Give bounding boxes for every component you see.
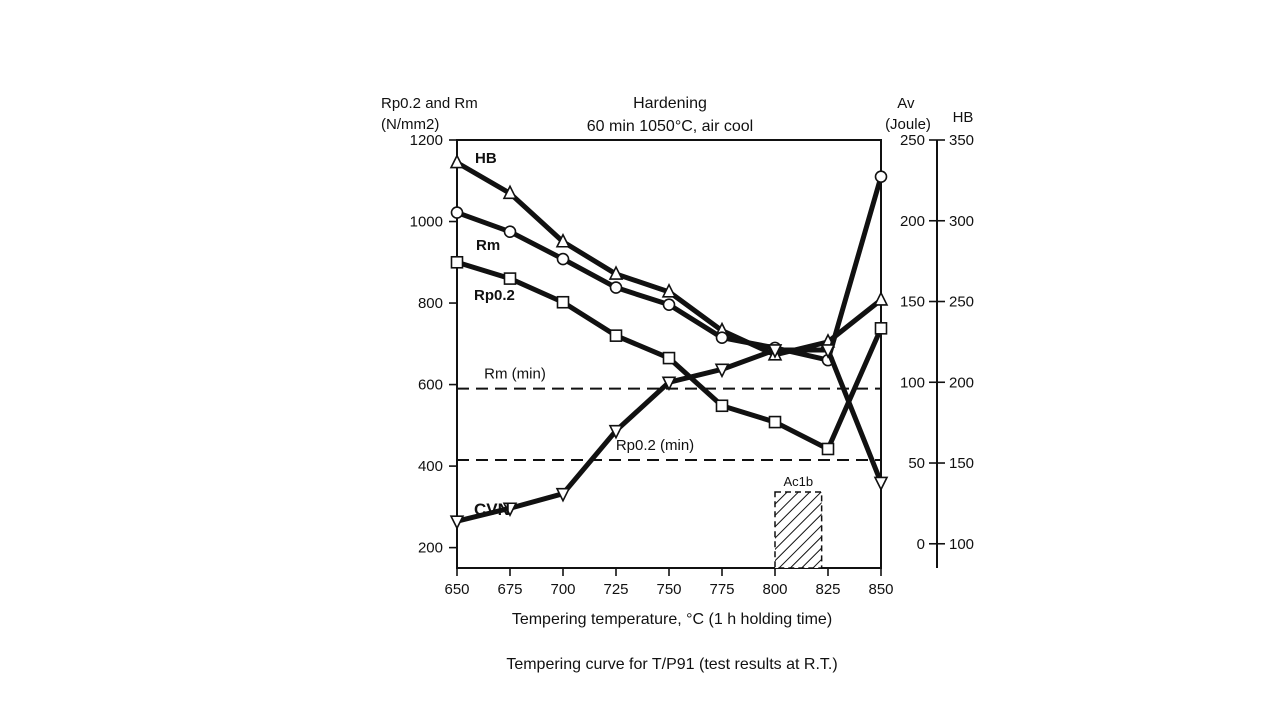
series-rp0-2 [450,255,888,456]
series-label: CVN [474,500,510,519]
data-point-square [768,415,782,429]
hb-tick-label: 150 [949,455,974,472]
figure-caption: Tempering curve for T/P91 (test results … [506,656,837,673]
data-point-triangle-up [555,232,571,248]
av-axis-label: Av (Joule) [885,95,931,133]
hb-axis-label: HB [953,109,974,126]
hb-tick-label: 300 [949,213,974,230]
left-tick-label: 200 [418,540,443,557]
data-point-triangle-up [873,291,889,306]
reference-line-label: Rp0.2 (min) [616,437,694,454]
data-point-triangle-up [608,265,624,280]
hb-tick-label: 200 [949,374,974,391]
data-point-triangle-down [449,515,465,530]
data-point-circle [450,206,464,219]
series-labels: HB Rm Rp0.2 CVN [474,150,515,519]
x-tick-label: 700 [550,581,575,598]
data-point-triangle-down [608,424,624,440]
data-point-triangle-down [714,363,730,379]
data-point-square [503,272,517,285]
data-point-circle [715,331,729,344]
av-tick-label: 50 [908,455,925,472]
ac1b-label: Ac1b [783,474,813,489]
data-point-square [450,255,464,269]
x-tick-label: 850 [868,581,893,598]
x-tick-label: 825 [815,581,840,598]
series-hb [449,153,889,361]
series-label: HB [475,150,497,167]
data-point-circle [662,298,676,311]
chart-subtitle: 60 min 1050°C, air cool [587,118,753,135]
data-point-square [874,322,888,335]
left-tick-label: 1000 [410,214,443,231]
av-tick-label: 250 [900,132,925,149]
av-tick-label: 100 [900,374,925,391]
data-point-square [715,399,729,413]
reference-line-label: Rm (min) [484,366,546,383]
hb-tick-label: 100 [949,536,974,553]
data-point-triangle-down [661,376,677,392]
left-tick-label: 1200 [410,132,443,149]
av-tick-label: 0 [917,536,925,553]
data-point-triangle-up [661,283,677,298]
left-tick-label: 800 [418,295,443,312]
data-point-circle [503,225,517,239]
hb-tick-label: 350 [949,132,974,149]
av-tick-label: 150 [900,294,925,311]
series-label: Rm [476,237,500,254]
data-series [449,153,889,530]
x-tick-label: 650 [444,581,469,598]
left-tick-label: 600 [418,377,443,394]
data-point-square [662,351,676,365]
data-point-circle [556,252,570,266]
data-point-triangle-up [502,184,518,200]
av-axis-label-line2: (Joule) [885,116,931,133]
series-cvn [449,344,889,530]
ac1b-hatched-area [774,491,823,569]
data-point-triangle-down [555,487,571,503]
x-axis-label: Tempering temperature, °C (1 h holding t… [512,611,832,628]
x-tick-label: 750 [656,581,681,598]
chart-title: Hardening [633,95,707,112]
x-tick-label: 775 [709,581,734,598]
left-axis-label-line1: Rp0.2 and Rm [381,95,478,112]
av-axis-ticks: 0 50 100 150 200 250 [900,132,937,553]
hb-axis-ticks: 100 150 200 250 300 350 [937,132,974,553]
data-point-circle [609,281,623,294]
x-tick-label: 800 [762,581,787,598]
av-axis-label-line1: Av [897,95,915,112]
av-tick-label: 200 [900,213,925,230]
left-axis-ticks: 200 400 600 800 1000 1200 [410,132,457,557]
data-point-triangle-up [449,153,465,169]
data-point-square [556,295,570,309]
x-axis-ticks: 650 675 700 725 750 775 800 825 850 [444,568,894,598]
left-axis-label: Rp0.2 and Rm (N/mm2) [381,95,482,133]
data-point-triangle-down [502,502,518,518]
x-tick-label: 725 [603,581,628,598]
data-point-circle [874,170,888,183]
data-point-triangle-down [767,344,783,359]
left-axis-label-line2: (N/mm2) [381,116,439,133]
left-tick-label: 400 [418,458,443,475]
series-line [455,160,883,358]
data-point-square [821,442,835,456]
series-label: Rp0.2 [474,287,515,304]
x-tick-label: 675 [497,581,522,598]
ac1b-region: Ac1b [774,474,823,569]
data-point-triangle-down [820,344,836,359]
data-point-triangle-down [873,476,889,492]
data-point-square [609,329,623,342]
hb-tick-label: 250 [949,294,974,311]
